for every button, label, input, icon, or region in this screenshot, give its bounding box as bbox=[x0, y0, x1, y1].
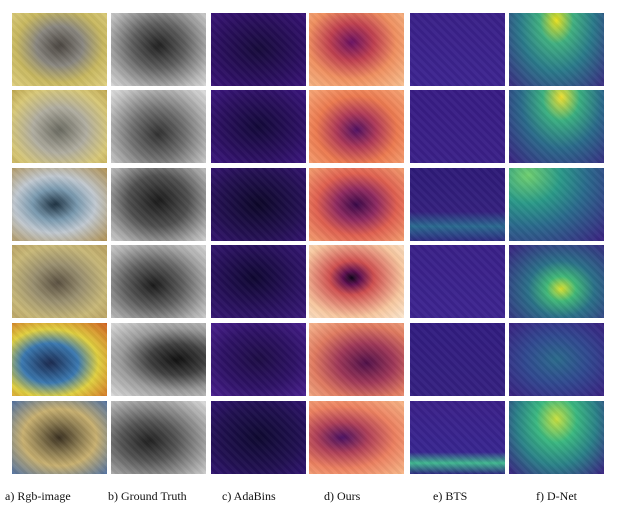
bts-image-row-1 bbox=[410, 13, 505, 86]
caption-dnet: f) D-Net bbox=[536, 489, 577, 503]
ours-image-row-2 bbox=[309, 90, 404, 163]
gt-image-row-1 bbox=[111, 13, 206, 86]
bts-image-row-3 bbox=[410, 168, 505, 241]
caption-bts: e) BTS bbox=[433, 489, 468, 503]
dnet-image-row-6 bbox=[509, 401, 604, 474]
bts-image-row-5 bbox=[410, 323, 505, 396]
gt-image-row-4 bbox=[111, 245, 206, 318]
adabins-image-row-1 bbox=[211, 13, 306, 86]
gt-image-row-3 bbox=[111, 168, 206, 241]
rgb-image-row-2 bbox=[12, 90, 107, 163]
caption-adabins: c) AdaBins bbox=[222, 489, 276, 503]
caption-gt: b) Ground Truth bbox=[108, 489, 187, 503]
dnet-image-row-5 bbox=[509, 323, 604, 396]
dnet-image-row-3 bbox=[509, 168, 604, 241]
rgb-image-row-4 bbox=[12, 245, 107, 318]
caption-ours: d) Ours bbox=[324, 489, 361, 503]
gt-image-row-2 bbox=[111, 90, 206, 163]
rgb-image-row-1 bbox=[12, 13, 107, 86]
comparison-grid bbox=[10, 8, 610, 486]
gt-image-row-5 bbox=[111, 323, 206, 396]
rgb-image-row-5 bbox=[12, 323, 107, 396]
rgb-image-row-6 bbox=[12, 401, 107, 474]
dnet-image-row-4 bbox=[509, 245, 604, 318]
ours-image-row-3 bbox=[309, 168, 404, 241]
ours-image-row-1 bbox=[309, 13, 404, 86]
bts-image-row-6 bbox=[410, 401, 505, 474]
adabins-image-row-4 bbox=[211, 245, 306, 318]
ours-image-row-4 bbox=[309, 245, 404, 318]
adabins-image-row-5 bbox=[211, 323, 306, 396]
ours-image-row-6 bbox=[309, 401, 404, 474]
caption-rgb: a) Rgb-image bbox=[5, 489, 71, 503]
adabins-image-row-3 bbox=[211, 168, 306, 241]
adabins-image-row-6 bbox=[211, 401, 306, 474]
ours-image-row-5 bbox=[309, 323, 404, 396]
dnet-image-row-2 bbox=[509, 90, 604, 163]
dnet-image-row-1 bbox=[509, 13, 604, 86]
bts-image-row-2 bbox=[410, 90, 505, 163]
rgb-image-row-3 bbox=[12, 168, 107, 241]
bts-image-row-4 bbox=[410, 245, 505, 318]
gt-image-row-6 bbox=[111, 401, 206, 474]
adabins-image-row-2 bbox=[211, 90, 306, 163]
